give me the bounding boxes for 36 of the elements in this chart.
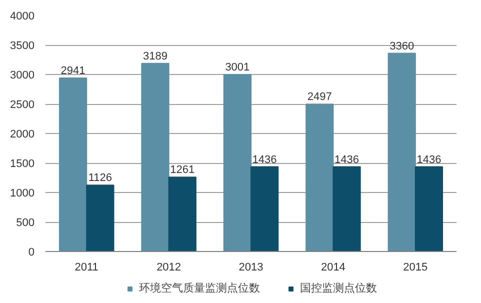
y-tick-label: 2000	[10, 128, 35, 140]
y-tick-label: 1000	[10, 188, 35, 200]
data-label: 3001	[225, 61, 250, 74]
bar	[388, 52, 416, 252]
x-tick-label: 2014	[320, 262, 346, 274]
x-tick-label: 2013	[238, 262, 264, 274]
data-label: 1436	[252, 154, 277, 166]
x-tick-label: 2015	[403, 262, 428, 274]
bar	[86, 184, 114, 252]
legend-label: 国控监测点位数	[300, 280, 377, 296]
y-tick-label: 0	[28, 246, 35, 258]
bar	[141, 62, 170, 252]
data-label: 2941	[60, 64, 86, 77]
data-label: 1436	[416, 154, 442, 166]
data-label: 3189	[143, 50, 168, 62]
data-label: 1436	[334, 154, 360, 166]
data-label: 2497	[307, 91, 332, 104]
y-tick-label: 2500	[10, 99, 35, 111]
bar	[306, 104, 334, 252]
bar	[414, 166, 444, 252]
y-tick-label: 3000	[10, 70, 35, 82]
bar	[58, 77, 88, 252]
legend-label: 环境空气质量监测点位数	[139, 280, 260, 296]
data-label: 3360	[390, 40, 414, 52]
y-tick-label: 3500	[10, 40, 35, 52]
x-tick-label: 2012	[156, 262, 182, 274]
y-tick-label: 4000	[10, 10, 35, 22]
bar	[250, 166, 279, 252]
bar	[223, 74, 252, 252]
data-label: 1126	[88, 172, 112, 184]
data-label: 1261	[170, 164, 195, 176]
y-tick-label: 500	[16, 217, 35, 229]
y-tick-label: 1500	[10, 158, 35, 170]
bar	[168, 176, 196, 252]
bar	[332, 166, 361, 252]
x-tick-label: 2011	[74, 262, 98, 274]
